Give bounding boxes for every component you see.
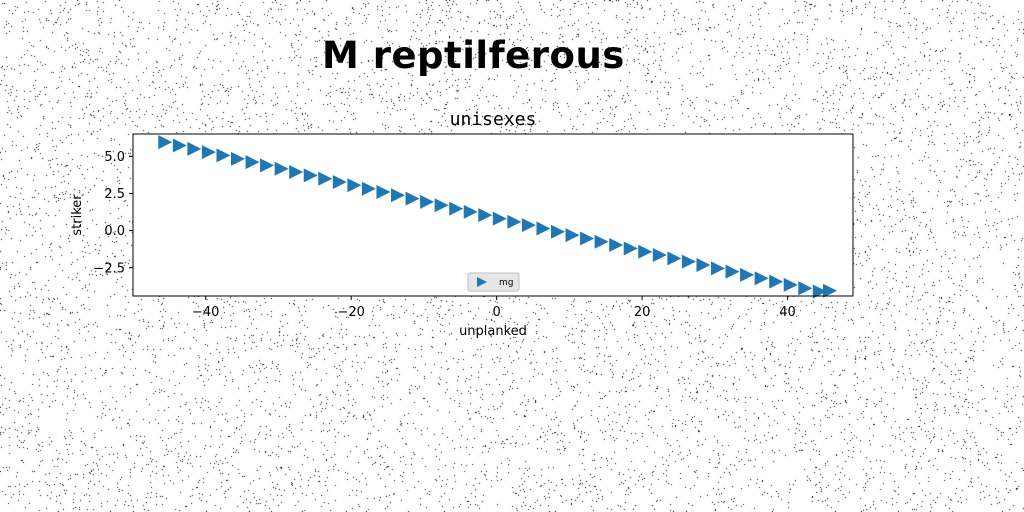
scatter-point — [667, 251, 682, 266]
scatter-point — [638, 244, 653, 259]
scatter-point — [318, 171, 333, 186]
scatter-point — [274, 161, 289, 176]
scatter-point — [769, 274, 784, 289]
scatter-point — [754, 271, 769, 286]
scatter-point — [449, 201, 464, 216]
x-tick-label: 40 — [779, 305, 796, 320]
legend: mg — [467, 272, 520, 292]
scatter-point — [245, 155, 260, 170]
x-axis-ticks: −40 −20 0 20 40 — [192, 296, 796, 320]
scatter-point — [652, 247, 667, 262]
scatter-point — [376, 184, 391, 199]
x-axis-label: unplanked — [459, 324, 527, 339]
y-axis-ticks: −2.5 0.0 2.5 5.0 — [93, 150, 133, 276]
series-markers — [158, 135, 837, 299]
scatter-point — [405, 191, 420, 206]
x-tick-label: 20 — [634, 305, 651, 320]
scatter-point — [260, 158, 275, 173]
scatter-point — [289, 165, 304, 180]
legend-label: mg — [499, 278, 513, 288]
y-tick-label: 2.5 — [104, 187, 125, 202]
scatter-point — [565, 228, 580, 243]
scatter-point — [420, 194, 435, 209]
scatter-point — [521, 218, 536, 233]
legend-marker-icon — [477, 277, 487, 287]
y-tick-label: −2.5 — [93, 261, 125, 276]
scatter-point — [216, 148, 231, 163]
scatter-point — [812, 284, 827, 299]
scatter-point — [347, 178, 362, 193]
scatter-point — [823, 283, 837, 298]
x-tick-label: −40 — [192, 305, 219, 320]
scatter-point — [231, 151, 245, 166]
scatter-point — [551, 224, 565, 239]
scatter-point — [681, 254, 696, 269]
scatter-point — [711, 261, 725, 276]
scatter-point — [536, 221, 551, 236]
scatter-point — [172, 138, 187, 153]
scatter-point — [798, 281, 813, 296]
scatter-point — [594, 234, 609, 249]
y-tick-label: 5.0 — [104, 150, 125, 165]
chart-title: unisexes — [450, 109, 537, 130]
scatter-point — [158, 135, 173, 150]
x-tick-label: −20 — [337, 305, 364, 320]
scatter-point — [696, 257, 711, 272]
scatter-point — [783, 277, 798, 292]
scatter-point — [725, 264, 740, 279]
scatter-point — [478, 208, 493, 223]
scatter-point — [434, 198, 449, 213]
scatter-point — [361, 181, 376, 196]
scatter-point — [623, 241, 638, 256]
scatter-point — [391, 188, 405, 203]
scatter-point — [507, 214, 522, 229]
scatter-point — [609, 238, 624, 253]
scatter-point — [332, 175, 347, 190]
legend-box — [467, 272, 520, 292]
y-tick-label: 0.0 — [104, 224, 125, 239]
scatter-point — [580, 231, 595, 246]
scatter-point — [492, 211, 507, 226]
scatter-point — [463, 204, 478, 219]
scatter-point — [740, 267, 755, 282]
y-axis-label: striker — [70, 194, 85, 236]
scatter-point — [201, 145, 216, 160]
figure-suptitle: M reptilferous — [322, 34, 625, 77]
plot-frame — [132, 133, 854, 297]
x-tick-label: 0 — [492, 305, 500, 320]
scatter-point — [303, 168, 318, 183]
scatter-point — [187, 141, 202, 156]
